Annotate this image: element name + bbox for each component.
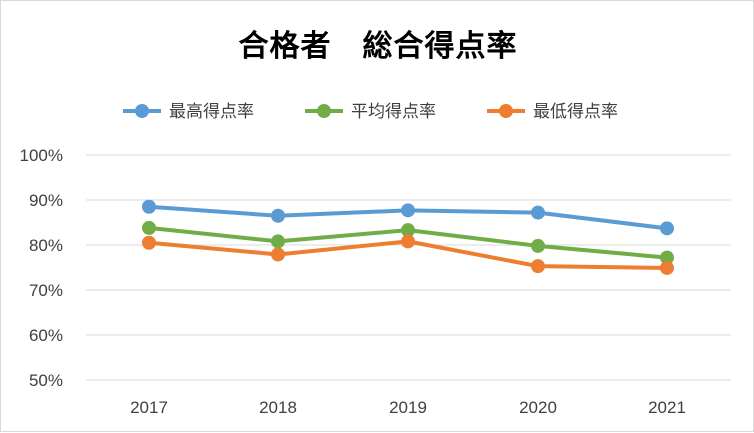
data-point [531,259,545,274]
legend-marker [499,104,513,118]
series-2 [142,234,674,275]
data-point [271,208,285,223]
y-tick-label: 70% [29,281,63,300]
data-point [401,203,415,218]
legend: 最高得点率 平均得点率 最低得点率 [123,102,618,122]
data-point [401,223,415,238]
x-axis-ticks: 2017 2018 2019 2020 2021 [130,398,686,417]
series-0 [142,199,674,236]
series-1 [142,220,674,265]
y-axis-ticks: 50% 60% 70% 80% 90% 100% [20,146,63,390]
data-point [271,247,285,262]
data-point [531,205,545,220]
y-tick-label: 90% [29,191,63,210]
data-point [271,234,285,249]
x-tick-label: 2019 [389,398,427,417]
data-point [401,234,415,249]
legend-marker [317,104,331,118]
data-point [660,221,674,236]
y-tick-label: 60% [29,326,63,345]
legend-label: 平均得点率 [351,102,436,122]
data-point [142,220,156,235]
legend-marker [135,104,149,118]
legend-label: 最高得点率 [169,102,254,122]
y-tick-label: 80% [29,236,63,255]
x-tick-label: 2018 [259,398,297,417]
legend-item: 平均得点率 [305,102,436,122]
legend-item: 最低得点率 [487,102,618,122]
data-point [142,235,156,250]
legend-item: 最高得点率 [123,102,254,122]
data-point [142,199,156,214]
data-point [660,250,674,265]
y-tick-label: 50% [29,371,63,390]
data-point [660,260,674,275]
data-point [531,238,545,253]
gridlines [86,154,731,381]
series-group [142,199,674,275]
legend-label: 最低得点率 [533,102,618,122]
x-tick-label: 2020 [519,398,557,417]
chart-title: 合格者 総合得点率 [238,29,518,64]
y-tick-label: 100% [20,146,63,165]
x-tick-label: 2021 [648,398,686,417]
x-tick-label: 2017 [130,398,168,417]
